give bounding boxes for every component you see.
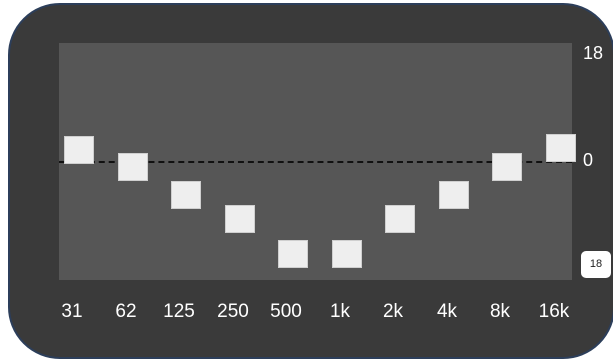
freq-label-125: 125	[163, 301, 195, 322]
freq-label-2k: 2k	[382, 301, 404, 322]
band-slider-62[interactable]	[118, 153, 148, 181]
band-slider-4k[interactable]	[439, 181, 469, 209]
band-slider-16k[interactable]	[546, 134, 576, 162]
freq-label-250: 250	[217, 301, 249, 322]
scale-zero-label: 0	[583, 150, 594, 170]
band-slider-31[interactable]	[64, 136, 94, 164]
freq-label-31: 31	[61, 301, 83, 322]
freq-label-500: 500	[270, 301, 302, 322]
zero-gain-line	[59, 161, 572, 163]
band-slider-125[interactable]	[171, 181, 201, 209]
freq-label-8k: 8k	[489, 301, 511, 322]
band-slider-500[interactable]	[278, 240, 308, 268]
freq-label-16k: 16k	[538, 301, 570, 322]
freq-label-4k: 4k	[436, 301, 458, 322]
scale-max-label: 18	[583, 43, 604, 63]
freq-label-1k: 1k	[329, 301, 351, 322]
band-slider-2k[interactable]	[385, 205, 415, 233]
scale-min-badge: 18	[581, 251, 611, 278]
band-slider-250[interactable]	[225, 205, 255, 233]
band-slider-1k[interactable]	[332, 240, 362, 268]
band-slider-8k[interactable]	[492, 153, 522, 181]
freq-label-62: 62	[115, 301, 137, 322]
